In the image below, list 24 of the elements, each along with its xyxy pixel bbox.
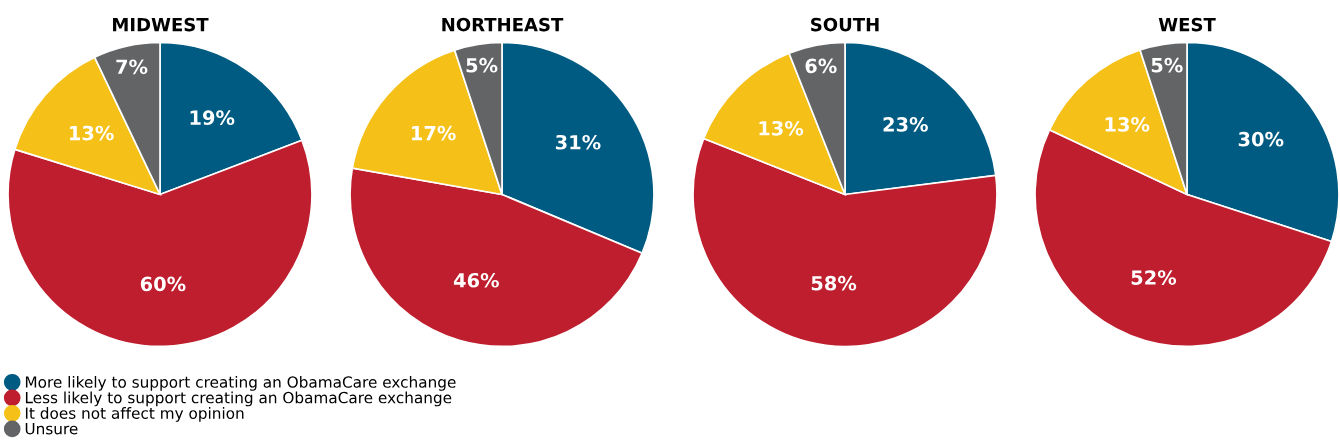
data-label: 52% — [1131, 270, 1177, 285]
data-label: 13% — [1105, 117, 1150, 132]
data-label: 58% — [811, 275, 857, 291]
data-label: 7% — [116, 59, 148, 75]
data-label: 13% — [759, 120, 804, 136]
data-label: 19% — [190, 110, 235, 126]
chart-title: SOUTH — [811, 17, 879, 32]
data-label: 30% — [1238, 131, 1284, 147]
data-label: 5% — [466, 57, 498, 73]
data-label: 6% — [805, 58, 837, 74]
legend-label: Unsure — [25, 423, 78, 435]
data-label: 23% — [883, 117, 928, 132]
chart-title: NORTHEAST — [442, 17, 564, 32]
data-label: 5% — [1151, 57, 1183, 73]
chart-title: MIDWEST — [113, 17, 209, 32]
data-label: 31% — [555, 134, 601, 150]
legend-label: Less likely to support creating an ObamaCare exchange — [25, 391, 452, 407]
data-label: 17% — [412, 125, 456, 141]
legend-label: It does not affect my opinion — [25, 407, 244, 422]
legend-label: More likely to support creating an ObamaCare exchange — [25, 375, 456, 391]
data-label: 13% — [70, 125, 114, 141]
data-label: 60% — [140, 276, 186, 292]
data-label: 46% — [453, 272, 499, 288]
chart-title: WEST — [1158, 17, 1216, 32]
